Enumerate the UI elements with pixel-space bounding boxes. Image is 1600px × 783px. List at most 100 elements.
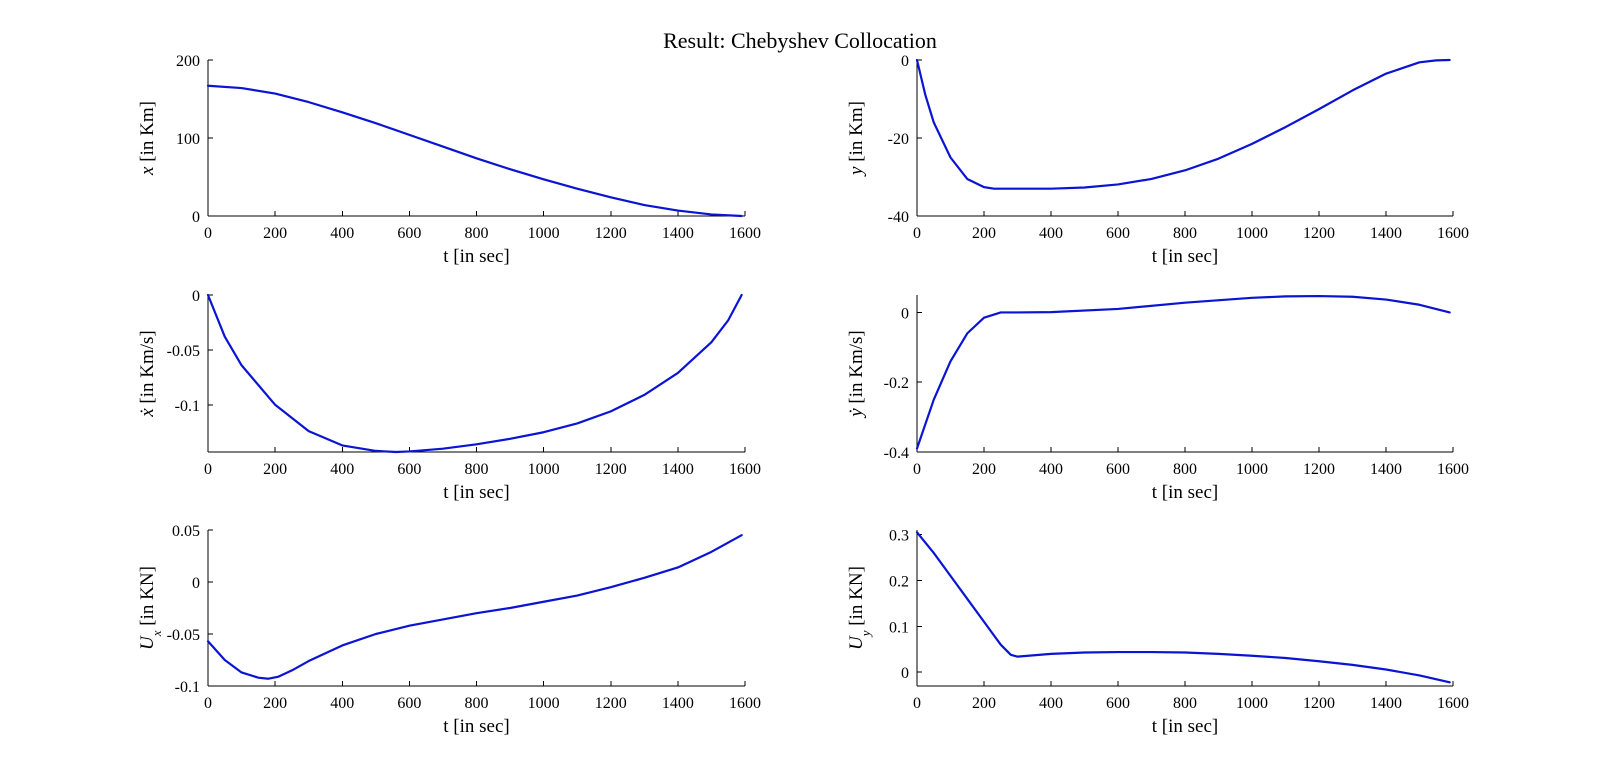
x-tick-label: 1600 — [1437, 695, 1469, 712]
x-tick-label: 200 — [972, 225, 996, 242]
x-tick-label: 1200 — [595, 695, 627, 712]
x-tick-label: 1600 — [1437, 225, 1469, 242]
x-tick-label: 800 — [1173, 695, 1197, 712]
subplot-1: 0 200 400 600 800 1000 1200 1400 1600 0 100 200 t [i… — [137, 53, 761, 267]
x-tick-label: 1600 — [1437, 461, 1469, 478]
y-tick-label: 0 — [192, 575, 200, 592]
x-tick-label: 400 — [330, 695, 354, 712]
subplots: 0 200 400 600 800 1000 1200 1400 1600 0 100 200 t [i… — [137, 53, 1469, 737]
x-tick-label: 600 — [397, 461, 421, 478]
series-line-1 — [206, 293, 743, 454]
x-tick-label: 600 — [1106, 695, 1130, 712]
y-tick-label: -0.1 — [175, 398, 200, 415]
x-axis-label: t [in sec] — [443, 246, 509, 267]
y-tick-label: 0.1 — [889, 619, 909, 636]
x-tick-label: 0 — [913, 225, 921, 242]
x-tick-label: 1000 — [528, 461, 560, 478]
y-tick-label: -20 — [888, 131, 909, 148]
subplot-5: 0 200 400 600 800 1000 1200 1400 1600 -0.1 -0.05 0 0… — [137, 523, 761, 737]
series-line-1 — [915, 58, 1451, 190]
x-tick-label: 1000 — [1236, 225, 1268, 242]
y-axis-label: y [in Km] — [846, 101, 867, 177]
y-tick-label: -40 — [888, 209, 909, 226]
x-tick-label: 600 — [397, 225, 421, 242]
x-tick-label: 1400 — [662, 225, 694, 242]
figure-title: Result: Chebyshev Collocation — [663, 28, 937, 53]
series-line-1 — [915, 531, 1451, 684]
y-tick-label: 0 — [192, 288, 200, 305]
x-axis-label: t [in sec] — [443, 716, 509, 737]
x-tick-label: 0 — [204, 695, 212, 712]
y-tick-label: 0.05 — [172, 523, 200, 540]
y-tick-label: 0 — [192, 209, 200, 226]
y-tick-label: -0.4 — [884, 445, 909, 462]
y-tick-label: -0.05 — [167, 343, 200, 360]
series-line-1 — [206, 534, 743, 680]
x-tick-label: 200 — [263, 225, 287, 242]
x-axis-label: t [in sec] — [1152, 482, 1218, 503]
y-tick-label: 0.3 — [889, 528, 909, 545]
x-tick-label: 1400 — [1370, 225, 1402, 242]
x-tick-label: 200 — [263, 695, 287, 712]
y-tick-label: 0 — [901, 665, 909, 682]
x-tick-label: 400 — [1039, 695, 1063, 712]
x-tick-label: 0 — [913, 461, 921, 478]
subplot-6: 0 200 400 600 800 1000 1200 1400 1600 0 0.1 0.2 0.3 t… — [846, 528, 1469, 737]
y-axis-label: x [in Km] — [137, 101, 158, 176]
y-tick-label: 200 — [176, 53, 200, 70]
x-tick-label: 1600 — [729, 461, 761, 478]
x-tick-label: 200 — [972, 461, 996, 478]
x-tick-label: 1200 — [595, 225, 627, 242]
x-tick-label: 1600 — [729, 225, 761, 242]
x-tick-label: 600 — [397, 695, 421, 712]
subplot-2: 0 200 400 600 800 1000 1200 1400 1600 -40 -20 0 t [i… — [846, 53, 1469, 267]
x-tick-label: 1200 — [1303, 225, 1335, 242]
x-tick-label: 1000 — [1236, 461, 1268, 478]
x-tick-label: 200 — [972, 695, 996, 712]
subplot-4: 0 200 400 600 800 1000 1200 1400 1600 -0.4 -0.2 0 t … — [846, 294, 1469, 503]
x-tick-label: 400 — [1039, 225, 1063, 242]
x-tick-label: 1200 — [595, 461, 627, 478]
x-tick-label: 1600 — [729, 695, 761, 712]
y-axis-label: Uy [in KN] — [846, 566, 873, 650]
y-tick-label: 0 — [901, 53, 909, 70]
x-tick-label: 400 — [1039, 461, 1063, 478]
series-line-1 — [915, 294, 1451, 450]
y-tick-label: 0.2 — [889, 573, 909, 590]
x-tick-label: 600 — [1106, 225, 1130, 242]
x-axis-label: t [in sec] — [443, 482, 509, 503]
x-tick-label: 1200 — [1303, 695, 1335, 712]
x-tick-label: 1000 — [528, 225, 560, 242]
x-tick-label: 800 — [465, 225, 489, 242]
x-tick-label: 800 — [1173, 225, 1197, 242]
x-tick-label: 1000 — [1236, 695, 1268, 712]
x-tick-label: 0 — [204, 461, 212, 478]
x-tick-label: 1400 — [1370, 461, 1402, 478]
x-tick-label: 400 — [330, 461, 354, 478]
x-tick-label: 1400 — [1370, 695, 1402, 712]
x-axis-label: t [in sec] — [1152, 246, 1218, 267]
series-line-1 — [206, 84, 743, 218]
y-tick-label: 100 — [176, 131, 200, 148]
y-tick-label: -0.2 — [884, 375, 909, 392]
y-axis-label: Ux [in KN] — [137, 566, 164, 650]
subplot-3: 0 200 400 600 800 1000 1200 1400 1600 -0.1 -0.05 0 t… — [137, 288, 761, 503]
x-tick-label: 800 — [465, 461, 489, 478]
y-tick-label: -0.1 — [175, 679, 200, 696]
x-tick-label: 1200 — [1303, 461, 1335, 478]
x-tick-label: 0 — [913, 695, 921, 712]
y-axis-label: ẋ [in Km/s] — [137, 330, 158, 418]
x-tick-label: 800 — [1173, 461, 1197, 478]
x-tick-label: 0 — [204, 225, 212, 242]
x-tick-label: 600 — [1106, 461, 1130, 478]
y-tick-label: -0.05 — [167, 627, 200, 644]
y-tick-label: 0 — [901, 305, 909, 322]
x-tick-label: 200 — [263, 461, 287, 478]
x-axis-label: t [in sec] — [1152, 716, 1218, 737]
x-tick-label: 1400 — [662, 695, 694, 712]
x-tick-label: 1000 — [528, 695, 560, 712]
x-tick-label: 1400 — [662, 461, 694, 478]
y-axis-label: ẏ [in Km/s] — [846, 330, 867, 419]
x-tick-label: 400 — [330, 225, 354, 242]
